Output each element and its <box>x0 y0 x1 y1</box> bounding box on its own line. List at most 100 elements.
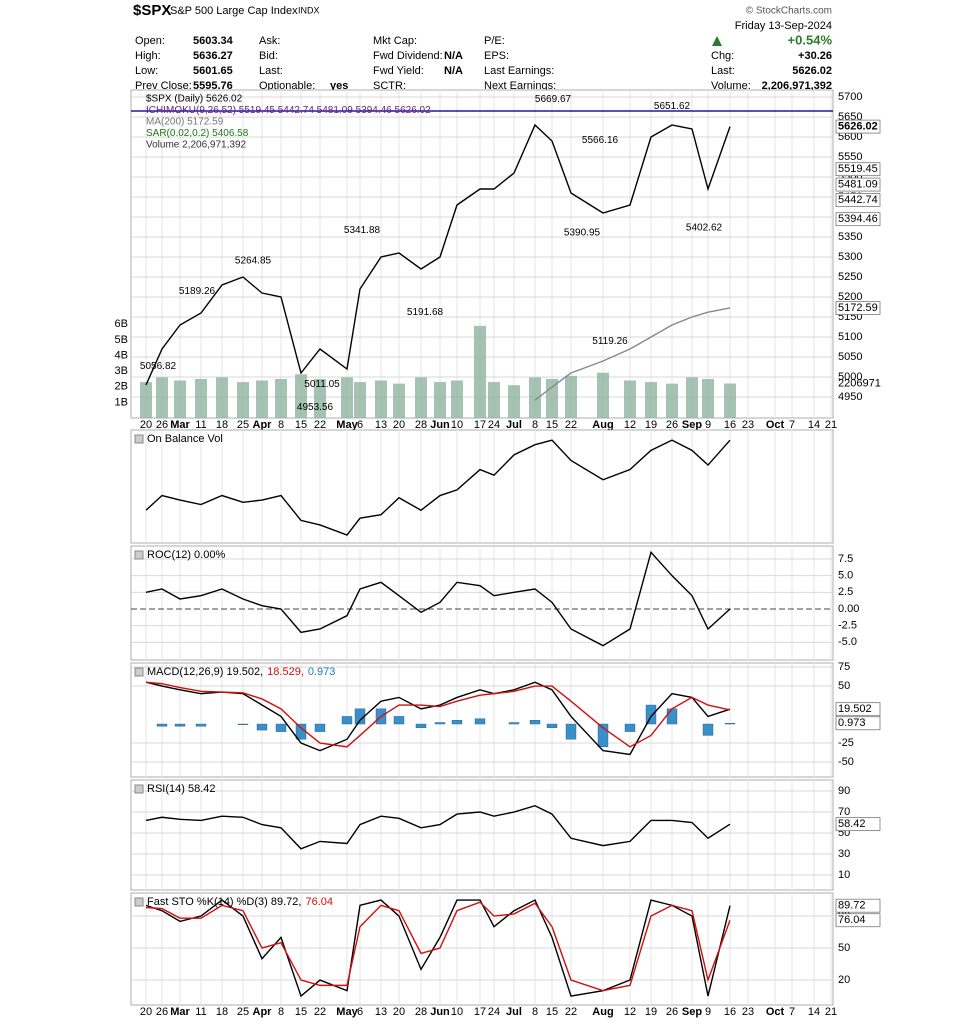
x-tick-label: Mar <box>170 1006 190 1018</box>
field-label: Prev Close: <box>135 80 192 92</box>
y-tick-label: 5550 <box>838 151 862 163</box>
field-value: N/A <box>444 50 463 62</box>
x-tick-label: 24 <box>488 419 500 431</box>
y-tick-label: -2.5 <box>838 620 857 632</box>
histogram-bar <box>666 708 678 725</box>
x-tick-label: 14 <box>808 419 820 431</box>
legend-entry: $SPX (Daily) 5626.02 <box>146 94 243 105</box>
volume-bar <box>314 378 326 418</box>
series-line <box>145 804 731 850</box>
field-label: High: <box>135 50 161 62</box>
histogram-bar <box>624 723 636 732</box>
x-tick-label: Jul <box>506 1006 522 1018</box>
x-tick-label: 26 <box>666 1006 678 1018</box>
x-tick-label: 11 <box>195 419 206 431</box>
last-value-box <box>835 162 881 177</box>
volume-bar <box>375 380 387 418</box>
x-tick-label: 20 <box>140 419 152 431</box>
y-tick-label: -25 <box>838 737 854 749</box>
histogram-bar <box>645 704 657 725</box>
volume-bar <box>702 378 714 418</box>
annotation: 5011.05 <box>304 379 340 390</box>
field-value: 5636.27 <box>193 50 233 62</box>
x-tick-label: Apr <box>253 419 273 431</box>
volume-bar <box>195 378 207 418</box>
x-tick-label: 15 <box>295 419 307 431</box>
x-tick-label: 17 <box>474 419 486 431</box>
x-tick-label: 21 <box>825 419 837 431</box>
panel-frame <box>130 429 834 544</box>
exchange: INDX <box>298 5 320 15</box>
y-tick-label: 5350 <box>838 231 862 243</box>
histogram-bar <box>508 722 520 725</box>
histogram-bar <box>565 723 577 740</box>
volume-bar <box>508 385 520 418</box>
y-tick-label: 5300 <box>838 251 862 263</box>
y-tick-label: 5.0 <box>838 570 853 582</box>
legend-entry: MA(200) 5172.59 <box>146 117 224 128</box>
field-label: Last Earnings: <box>484 65 554 77</box>
date: Friday 13-Sep-2024 <box>735 20 832 32</box>
volume-bar <box>295 374 307 418</box>
histogram-bar <box>474 718 486 725</box>
last-value-box <box>835 177 881 192</box>
annotation: 5390.95 <box>564 227 601 238</box>
legend-entry: SAR(0.02,0.2) 5406.58 <box>146 128 249 139</box>
volume-bar <box>415 377 427 418</box>
field-value: 2,206,971,392 <box>762 80 832 92</box>
volume-bar <box>216 377 228 418</box>
x-tick-label: May <box>336 1006 358 1018</box>
x-tick-label: 8 <box>278 419 284 431</box>
last-value: 5481.09 <box>838 178 878 190</box>
histogram-bar <box>451 720 463 725</box>
x-tick-label: 12 <box>624 1006 636 1018</box>
x-tick-label: 22 <box>565 419 577 431</box>
volume-bar <box>156 377 168 418</box>
change-pct: +0.54% <box>788 32 833 47</box>
annotation: 5189.26 <box>179 286 216 297</box>
y-tick-label: 50 <box>838 680 850 692</box>
x-tick-label: 28 <box>415 419 427 431</box>
annotation: 5264.85 <box>235 256 272 267</box>
field-value: 5603.34 <box>193 35 234 47</box>
x-tick-label: 18 <box>216 419 228 431</box>
volume-last-label: 2206971 <box>838 377 881 389</box>
field-label: Open: <box>135 35 165 47</box>
panel-icon <box>134 784 144 794</box>
field-label: P/E: <box>484 35 505 47</box>
legend-entry: ICHIMOKU(9,26,52) 5519.45 5442.74 5481.0… <box>146 105 431 116</box>
x-tick-label: 8 <box>532 419 538 431</box>
series-line <box>145 681 731 748</box>
y-tick-label: 0.00 <box>838 603 859 615</box>
histogram-bar <box>702 723 714 736</box>
last-value-box <box>835 193 881 207</box>
panel-icon <box>134 897 144 907</box>
histogram-bar <box>546 723 558 729</box>
histogram-bar <box>256 723 268 731</box>
last-value: 5626.02 <box>838 120 878 132</box>
up-arrow <box>712 36 722 46</box>
field-label: Next Earnings: <box>484 80 556 92</box>
legend-entry: Volume 2,206,971,392 <box>146 140 247 151</box>
panel-title: 0.973 <box>308 666 336 678</box>
volume-bar <box>393 383 405 418</box>
panel-frame <box>130 779 834 891</box>
x-tick-label: Mar <box>170 419 190 431</box>
last-value-box <box>835 716 881 731</box>
y-tick-label: 2.5 <box>838 586 853 598</box>
y-tick-label: 5100 <box>838 331 862 343</box>
last-value-box <box>835 898 881 913</box>
last-value-box <box>835 212 881 227</box>
histogram-bar <box>415 723 427 729</box>
x-tick-label: 9 <box>705 419 711 431</box>
x-tick-label: 19 <box>645 1006 657 1018</box>
x-tick-label: 24 <box>488 1006 500 1018</box>
y-tick-label: 4950 <box>838 391 862 403</box>
annotation: 5651.62 <box>654 101 691 112</box>
x-tick-label: Jun <box>430 419 450 431</box>
panel-title: ROC(12) 0.00% <box>147 549 225 561</box>
last-value-box <box>835 913 881 928</box>
annotation: 5669.67 <box>535 94 572 105</box>
x-tick-label: 14 <box>808 1006 820 1018</box>
